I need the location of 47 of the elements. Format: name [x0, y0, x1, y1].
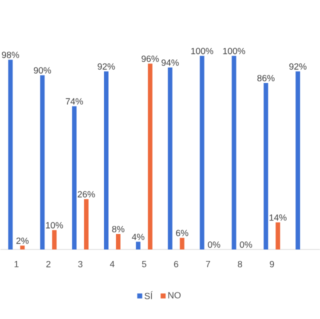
bar — [8, 60, 13, 250]
data-label: 100% — [223, 48, 246, 54]
legend-label: SÍ — [144, 291, 153, 300]
bar — [84, 198, 89, 250]
data-label: 6% — [176, 230, 188, 236]
data-label: 0% — [240, 241, 252, 248]
data-label: 94% — [162, 59, 179, 66]
x-tick-label: 4 — [110, 260, 114, 267]
data-label: 0% — [208, 241, 220, 248]
x-tick-label: 7 — [206, 260, 210, 267]
data-label: 8% — [112, 226, 124, 232]
x-tick-label: 5 — [142, 260, 146, 268]
bar — [72, 106, 77, 250]
bar — [20, 245, 25, 250]
data-label: 92% — [98, 63, 115, 70]
data-label: 100% — [191, 48, 214, 54]
data-label: 98% — [2, 52, 20, 58]
x-tick-label: 1 — [14, 260, 18, 267]
bar — [180, 238, 184, 250]
x-tick-label: 3 — [78, 260, 82, 268]
data-label: 14% — [270, 214, 287, 221]
data-label: 4% — [132, 234, 144, 240]
x-tick-label: 2 — [46, 260, 50, 268]
bar — [148, 63, 152, 250]
bar — [52, 230, 57, 250]
bar — [296, 71, 300, 250]
bar — [116, 234, 120, 250]
bar — [276, 222, 280, 250]
x-tick-label: 6 — [174, 260, 178, 268]
data-label: 26% — [78, 190, 95, 198]
data-label: 96% — [142, 55, 159, 62]
bar — [168, 67, 172, 250]
bar — [232, 56, 236, 250]
data-label: 90% — [34, 67, 52, 74]
legend-label: NO — [168, 292, 181, 298]
x-tick-label: 8 — [238, 260, 242, 268]
bar — [264, 82, 268, 250]
bar — [200, 56, 204, 250]
bar — [104, 71, 108, 250]
data-label: 92% — [289, 63, 306, 70]
data-label: 74% — [66, 98, 83, 104]
data-label: 10% — [46, 222, 63, 228]
bar — [136, 242, 140, 250]
data-label: 2% — [16, 237, 29, 244]
x-tick-label: 9 — [270, 260, 274, 268]
bar — [40, 75, 45, 250]
data-label: 86% — [257, 74, 275, 82]
